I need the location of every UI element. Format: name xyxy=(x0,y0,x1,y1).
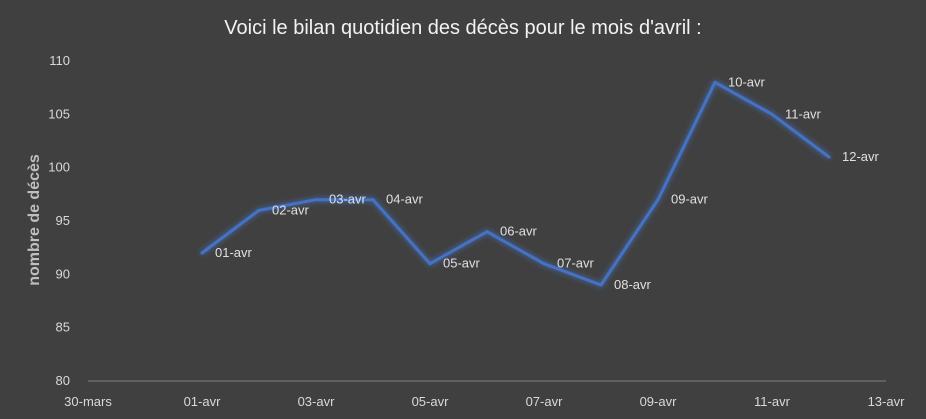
data-point xyxy=(200,251,204,255)
data-point xyxy=(428,262,432,266)
data-label: 06-avr xyxy=(500,224,538,239)
data-point xyxy=(656,198,660,202)
data-label: 11-avr xyxy=(785,106,822,121)
data-label: 12-avr xyxy=(842,149,880,164)
data-label: 10-avr xyxy=(728,74,766,89)
data-label: 03-avr xyxy=(329,192,367,207)
data-label: 09-avr xyxy=(671,192,709,207)
x-tick-label: 09-avr xyxy=(640,394,678,409)
data-point xyxy=(371,198,375,202)
x-tick-label: 05-avr xyxy=(412,394,450,409)
x-tick-label: 07-avr xyxy=(526,394,564,409)
data-point xyxy=(542,262,546,266)
data-label: 07-avr xyxy=(557,256,595,271)
y-tick-label: 95 xyxy=(56,213,70,228)
data-label: 02-avr xyxy=(272,202,310,217)
data-labels: 01-avr 02-avr 03-avr 04-avr 05-avr 06-avr 07-a… xyxy=(215,74,880,292)
data-label: 01-avr xyxy=(215,245,253,260)
x-tick-label: 01-avr xyxy=(184,394,222,409)
data-label: 04-avr xyxy=(386,192,424,207)
data-point xyxy=(599,283,603,287)
series-group xyxy=(200,80,831,287)
data-point xyxy=(314,198,318,202)
chart-title: Voici le bilan quotidien des décès pour … xyxy=(224,17,701,39)
data-point xyxy=(257,208,261,212)
x-tick-label: 03-avr xyxy=(298,394,336,409)
data-point xyxy=(485,230,489,234)
y-tick-label: 110 xyxy=(49,53,70,68)
data-label: 08-avr xyxy=(614,277,652,292)
y-tick-label: 80 xyxy=(56,373,70,388)
data-label: 05-avr xyxy=(443,256,481,271)
y-tick-label: 105 xyxy=(48,106,70,121)
x-tick-label: 13-avr xyxy=(868,394,906,409)
data-point xyxy=(827,155,831,159)
x-tick-label: 11-avr xyxy=(754,394,791,409)
x-tick-labels: 30-mars 01-avr 03-avr 05-avr 07-avr 09-avr 11-… xyxy=(64,394,905,409)
data-point xyxy=(770,112,774,116)
series-line xyxy=(200,80,831,287)
x-tick-label: 30-mars xyxy=(64,394,112,409)
data-point xyxy=(713,80,717,84)
y-tick-labels: 80 85 90 95 100 105 110 xyxy=(48,53,70,388)
y-axis-label: nombre de décès xyxy=(26,154,43,286)
y-tick-label: 85 xyxy=(56,320,70,335)
y-tick-label: 90 xyxy=(56,266,70,281)
y-tick-label: 100 xyxy=(48,160,70,175)
